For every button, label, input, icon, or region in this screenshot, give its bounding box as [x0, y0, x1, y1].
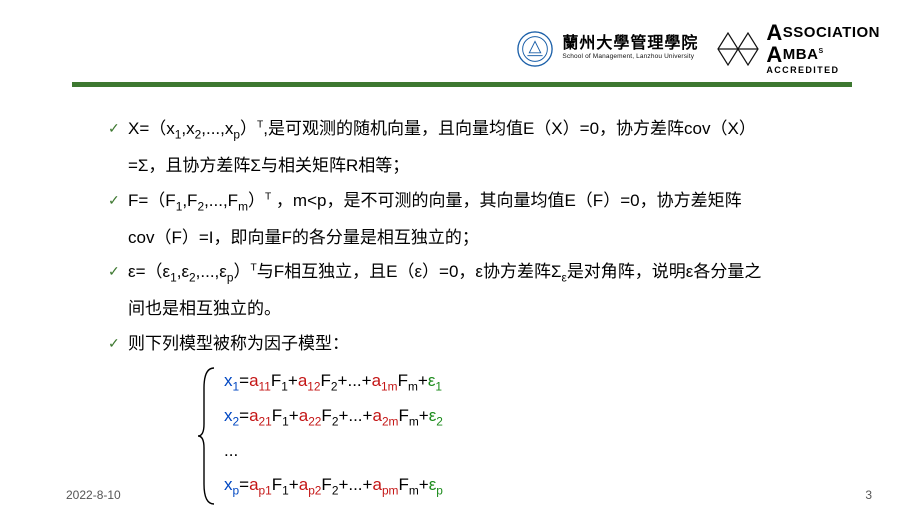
footer-date: 2022-8-10	[66, 488, 121, 502]
slide: 蘭州大學管理學院 School of Management, Lanzhou U…	[0, 0, 920, 518]
equation-line: x1=a11F1+a12F2+...+a1mFm+ε1	[224, 364, 868, 399]
divider	[72, 82, 852, 87]
university-name-cn: 蘭州大學管理學院	[562, 36, 698, 52]
amba-text: ASSOCIATION AMBAS ACCREDITED	[766, 22, 880, 75]
amba-line2: AMBAS	[766, 44, 880, 66]
bullet-item: 则下列模型被称为因子模型：	[108, 327, 868, 362]
bullet-continuation: cov（F）=I，即向量F的各分量是相互独立的；	[108, 221, 868, 256]
bullet-item: ε=（ε1,ε2,...,εp）T与F相互独立，且E（ε）=0，ε协方差阵Σε是…	[108, 255, 868, 290]
bullet-list: X=（x1,x2,...,xp）T,是可观测的随机向量，且向量均值E（X）=0，…	[108, 112, 868, 362]
equation-line: ...	[224, 434, 868, 468]
footer-page: 3	[865, 488, 872, 502]
equation-line: x2=a21F1+a22F2+...+a2mFm+ε2	[224, 399, 868, 434]
content-body: X=（x1,x2,...,xp）T,是可观测的随机向量，且向量均值E（X）=0，…	[108, 112, 868, 504]
amba-logo-icon	[716, 29, 760, 69]
equation-line: xp=ap1F1+ap2F2+...+apmFm+εp	[224, 468, 868, 503]
equation-list: x1=a11F1+a12F2+...+a1mFm+ε1x2=a21F1+a22F…	[224, 364, 868, 504]
university-name-en: School of Management, Lanzhou University	[562, 54, 698, 61]
left-brace-icon	[198, 366, 218, 506]
header: 蘭州大學管理學院 School of Management, Lanzhou U…	[516, 22, 880, 75]
bullet-continuation: 间也是相互独立的。	[108, 292, 868, 327]
amba-line1: ASSOCIATION	[766, 22, 880, 44]
university-block: 蘭州大學管理學院 School of Management, Lanzhou U…	[516, 30, 698, 68]
equation-system: x1=a11F1+a12F2+...+a1mFm+ε1x2=a21F1+a22F…	[198, 364, 868, 504]
university-text: 蘭州大學管理學院 School of Management, Lanzhou U…	[562, 36, 698, 61]
amba-line3: ACCREDITED	[766, 66, 880, 75]
bullet-item: F=（F1,F2,...,Fm）T ，m<p，是不可测的向量，其向量均值E（F）…	[108, 184, 868, 219]
university-seal-icon	[516, 30, 554, 68]
bullet-item: X=（x1,x2,...,xp）T,是可观测的随机向量，且向量均值E（X）=0，…	[108, 112, 868, 147]
amba-block: ASSOCIATION AMBAS ACCREDITED	[716, 22, 880, 75]
bullet-continuation: =Σ，且协方差阵Σ与相关矩阵R相等；	[108, 149, 868, 184]
